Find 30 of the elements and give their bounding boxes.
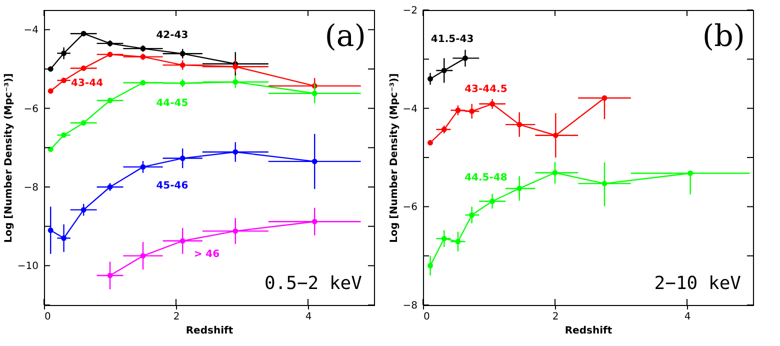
y-tick-label: −4 — [24, 25, 38, 36]
annotation: 0.5−2 keV — [264, 273, 362, 294]
x-axis-title: Redshift — [564, 326, 612, 336]
annotation: 44.5-48 — [464, 172, 508, 184]
y-tick-label: −8 — [24, 182, 38, 194]
annotation: 41.5-43 — [430, 34, 474, 45]
x-tick-label: 2 — [173, 312, 180, 322]
x-tick-label: 2 — [552, 312, 559, 322]
y-tick-label: −6 — [402, 202, 418, 214]
x-tick-label: 4 — [684, 312, 691, 322]
y-tick-label: −4 — [402, 104, 418, 115]
annotation: 2−10 keV — [654, 273, 742, 294]
y-tick-label: −6 — [24, 104, 38, 115]
annotation: (a) — [324, 19, 366, 54]
annotation: 42-43 — [156, 30, 188, 41]
annotation: 45-46 — [156, 180, 188, 192]
x-tick-label: 0 — [44, 312, 51, 322]
x-axis-title: Redshift — [186, 326, 234, 336]
y-tick-label: −10 — [17, 261, 38, 272]
annotation: 43-44 — [71, 78, 104, 89]
y-axis-title: Log [Number Density (Mpc⁻³)] — [3, 73, 14, 243]
annotation: (b) — [702, 19, 745, 54]
y-axis-title: Log [Number Density (Mpc⁻³)] — [388, 73, 400, 243]
y-tick-label: −2 — [402, 6, 418, 16]
y-tick-label: −8 — [402, 300, 418, 312]
x-tick-label: 4 — [305, 312, 312, 322]
x-tick-label: 0 — [424, 312, 430, 322]
annotation: > 46 — [194, 248, 220, 260]
annotation: 43-44.5 — [464, 84, 508, 95]
annotation: 44-45 — [156, 98, 188, 109]
